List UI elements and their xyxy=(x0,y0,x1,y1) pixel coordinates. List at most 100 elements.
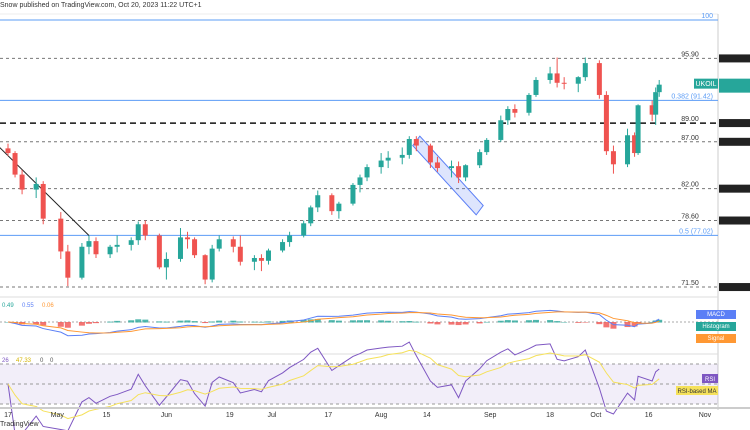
symbol-badge xyxy=(694,78,718,89)
candle-body xyxy=(163,258,169,268)
histogram-bar xyxy=(64,322,71,328)
candle-body xyxy=(79,246,85,278)
candle-body xyxy=(12,153,18,175)
macd-legend-value: 0.06 xyxy=(42,303,54,309)
price-axis-badge xyxy=(719,137,750,146)
macd-legend-value: 0.55 xyxy=(22,303,34,309)
histogram-bar xyxy=(378,320,385,323)
price-axis-badge xyxy=(719,216,750,225)
histogram-bar xyxy=(33,322,40,325)
candle-body xyxy=(93,241,99,255)
candle-body xyxy=(5,148,11,154)
candle-body xyxy=(625,135,631,165)
histogram-bar xyxy=(265,321,272,323)
histogram-bar xyxy=(649,321,656,323)
candle-body xyxy=(463,165,469,178)
histogram-bar xyxy=(216,320,223,323)
histogram-bar xyxy=(57,322,64,327)
time-axis-label: 15 xyxy=(103,412,111,419)
candle-body xyxy=(635,105,641,154)
price-axis-badge xyxy=(719,184,750,193)
histogram-bar xyxy=(385,320,392,323)
candle-body xyxy=(336,203,342,212)
candle-body xyxy=(308,207,314,224)
rsi-legend-value: 47.33 xyxy=(16,358,32,364)
candle-body xyxy=(33,183,39,190)
rsi-line xyxy=(7,341,660,430)
histogram-bar xyxy=(251,321,258,323)
histogram-bar xyxy=(128,320,135,323)
histogram-bar xyxy=(135,319,142,323)
histogram-bar xyxy=(656,319,663,323)
rsi-badge-label: RSI xyxy=(705,377,715,383)
macd-badge-label: Signal xyxy=(708,336,725,342)
candle-body xyxy=(582,63,588,78)
time-axis-label: Jun xyxy=(161,412,172,419)
candle-body xyxy=(142,224,148,236)
price-axis-badge xyxy=(719,16,750,24)
candle-body xyxy=(449,166,455,169)
histogram-bar xyxy=(364,320,371,323)
histogram-bar xyxy=(349,320,356,323)
histogram-bar xyxy=(554,321,561,323)
histogram-bar xyxy=(504,320,511,323)
signal-line xyxy=(7,311,660,334)
macd-line xyxy=(7,309,660,337)
symbol-label: UKOIL xyxy=(695,81,716,88)
histogram-bar xyxy=(184,320,191,323)
rsi-badge xyxy=(702,374,718,383)
candle-body xyxy=(554,73,560,83)
candle-body xyxy=(58,218,64,252)
candle-body xyxy=(40,183,46,219)
candle-body xyxy=(192,239,198,256)
histogram-bar xyxy=(547,320,554,323)
histogram-bar xyxy=(209,321,216,323)
histogram-bar xyxy=(114,320,121,323)
candle-body xyxy=(287,235,293,243)
level-label: 71.50 xyxy=(681,280,699,287)
candle-body xyxy=(533,79,539,95)
candle-body xyxy=(86,241,92,247)
histogram-bar xyxy=(406,321,413,323)
macd-badge xyxy=(696,322,736,331)
candle-body xyxy=(632,135,638,154)
price-axis-badge xyxy=(719,283,750,292)
histogram-bar xyxy=(335,320,342,323)
macd-badge xyxy=(696,334,736,343)
histogram-bar xyxy=(357,320,363,323)
macd-legend-value: 0.49 xyxy=(2,303,14,309)
histogram-bar xyxy=(511,320,518,323)
histogram-bar xyxy=(258,321,265,323)
macd-badge xyxy=(696,310,736,319)
histogram-bar xyxy=(610,322,617,329)
candle-body xyxy=(364,167,370,178)
candle-body xyxy=(237,246,243,262)
level-label: 82.00 xyxy=(681,182,699,189)
rsi-legend-value: 26 xyxy=(2,358,9,364)
rsi-ma-badge xyxy=(676,386,718,395)
histogram-bar xyxy=(328,320,335,323)
candle-body xyxy=(656,84,662,93)
histogram-bar xyxy=(462,322,469,325)
histogram-bar xyxy=(237,321,244,323)
histogram-bar xyxy=(142,319,149,323)
time-axis-label: 16 xyxy=(645,412,653,419)
time-axis-label: 17 xyxy=(324,412,332,419)
candle-body xyxy=(512,109,518,113)
level-label: 89.00 xyxy=(681,116,699,123)
candle-body xyxy=(378,160,384,168)
histogram-bar xyxy=(399,321,406,323)
histogram-bar xyxy=(191,321,198,323)
level-label: 100 xyxy=(701,13,713,20)
candle-body xyxy=(230,239,236,247)
histogram-bar xyxy=(85,322,92,324)
time-axis-label: 18 xyxy=(546,412,554,419)
histogram-bar xyxy=(40,322,47,326)
rsi-ma-badge-label: RSI-based MA xyxy=(677,389,716,395)
candle-body xyxy=(526,94,532,113)
candle-body xyxy=(185,237,191,240)
price-axis-badge xyxy=(719,231,750,240)
candle-body xyxy=(156,235,162,268)
candle-body xyxy=(315,195,321,208)
